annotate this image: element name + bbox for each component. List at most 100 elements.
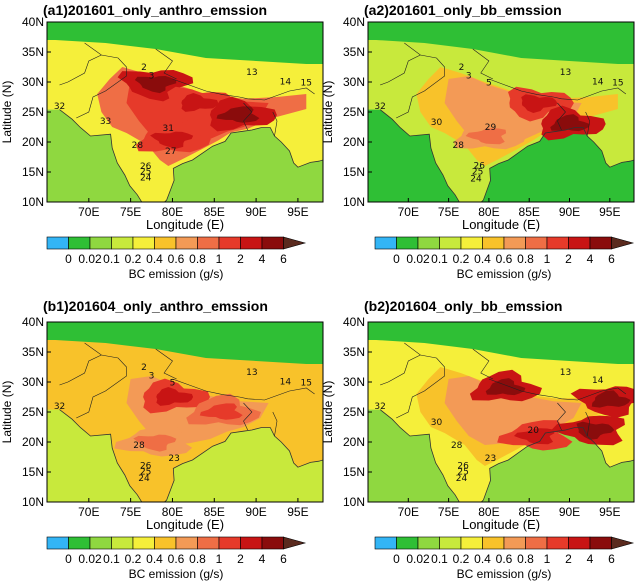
field-plateau (47, 22, 323, 64)
y-tick-label: 15N (343, 165, 365, 179)
colorbar-tick-label: 0 (393, 252, 400, 266)
colorbar-tick-label: 0 (393, 552, 400, 566)
station-label: 28 (133, 441, 145, 451)
station-label: 13 (560, 68, 571, 78)
y-axis-label: Latitude (N) (321, 381, 335, 444)
colorbar-swatch (218, 536, 241, 550)
y-tick-label: 10N (22, 195, 44, 209)
station-label: 14 (280, 77, 292, 87)
x-tick-label: 70E (398, 205, 419, 219)
hotspot-inner (591, 390, 631, 408)
map-field-a1 (47, 22, 323, 202)
colorbar-tick-label: 0.1 (103, 552, 120, 566)
x-axis-label: Longitude (E) (462, 517, 540, 532)
station-label: 23 (485, 454, 496, 464)
station-label: 26 (457, 461, 469, 471)
station-label: 30 (431, 118, 443, 128)
x-tick-label: 70E (398, 505, 419, 519)
colorbar-tick-label: 0.4 (474, 252, 491, 266)
colorbar-swatch (89, 236, 112, 250)
colorbar-tick-label: 2 (237, 552, 244, 566)
colorbar-tick-label: 1 (544, 252, 551, 266)
colorbar-swatch (589, 236, 612, 250)
colorbar-swatch (525, 536, 548, 550)
colorbar-swatch (460, 536, 483, 550)
station-label: 24 (470, 175, 482, 185)
station-label: 28 (451, 441, 463, 451)
x-axis-label: Longitude (E) (146, 517, 224, 532)
colorbar-swatch (175, 236, 198, 250)
colorbar-tick-label: 0.4 (146, 552, 163, 566)
station-label: 2 (141, 363, 147, 373)
station-label: 31 (163, 124, 174, 134)
colorbar-tick-label: 2 (565, 552, 572, 566)
colorbar-tick-label: 0.2 (125, 252, 142, 266)
y-axis-label: Latitude (N) (321, 81, 335, 144)
panel-title: (a2)201601_only_bb_emssion (364, 2, 562, 18)
station-label: 25 (457, 467, 468, 477)
station-label: 2 (141, 63, 147, 73)
colorbar-arrow (611, 536, 635, 550)
country-border (379, 54, 421, 86)
y-tick-label: 10N (343, 195, 365, 209)
y-tick-label: 15N (22, 165, 44, 179)
country-border (59, 354, 102, 386)
colorbar-tick-label: 0 (65, 552, 72, 566)
colorbar-tick-label: 4 (259, 252, 266, 266)
hotspot-inner (465, 128, 507, 145)
colorbar-swatch (89, 536, 112, 550)
station-label: 28 (453, 141, 465, 151)
y-axis-label: Latitude (N) (0, 81, 14, 144)
y-tick-label: 30N (22, 375, 44, 389)
station-label: 14 (592, 77, 604, 87)
colorbar-tick-label: 6 (608, 552, 615, 566)
country-border (396, 342, 445, 419)
coastline (59, 109, 323, 202)
country-border (553, 87, 627, 101)
y-tick-label: 35N (22, 345, 44, 359)
colorbar-swatch (111, 236, 134, 250)
x-tick-label: 80E (162, 505, 183, 519)
country-border (155, 348, 177, 380)
colorbar-swatch (589, 536, 612, 550)
colorbar-swatch (503, 536, 526, 550)
station-label: 25 (140, 167, 151, 177)
station-label: 15 (301, 379, 312, 389)
colorbar-tick-label: 0.02 (78, 252, 102, 266)
country-border (488, 378, 554, 398)
hotspot-inner (514, 428, 555, 445)
panel-title: (b1)201604_only_anthro_emssion (43, 298, 268, 314)
colorbar-tick-label: 6 (280, 552, 287, 566)
station-label: 24 (456, 474, 468, 484)
hotspot-inner (181, 93, 219, 112)
colorbar-title: BC emission (g/s) (457, 267, 552, 281)
station-label: 15 (301, 79, 312, 89)
hotspot-inner (576, 421, 615, 440)
station-label: 13 (246, 368, 257, 378)
country-border (155, 48, 177, 80)
colorbar-title: BC emission (g/s) (129, 267, 224, 281)
country-border (472, 348, 494, 380)
station-label: 3 (466, 71, 472, 81)
colorbar-swatch (46, 536, 69, 550)
y-tick-label: 10N (343, 495, 365, 509)
x-tick-label: 75E (438, 205, 459, 219)
y-tick-label: 20N (22, 135, 44, 149)
coastline (379, 409, 634, 502)
colorbar-swatch (417, 536, 440, 550)
country-border (585, 411, 591, 437)
y-tick-label: 20N (343, 135, 365, 149)
colorbar-tick-label: 4 (587, 252, 594, 266)
colorbar-tick-label: 0.8 (517, 252, 534, 266)
country-border (379, 354, 421, 386)
colorbar-swatch (396, 236, 419, 250)
y-axis-label: Latitude (N) (0, 381, 14, 444)
country-border (59, 54, 102, 86)
colorbar-tick-label: 0.2 (125, 552, 142, 566)
colorbar-tick-label: 0.2 (453, 252, 470, 266)
colorbar-swatch (132, 536, 155, 550)
colorbar-swatch (460, 236, 483, 250)
